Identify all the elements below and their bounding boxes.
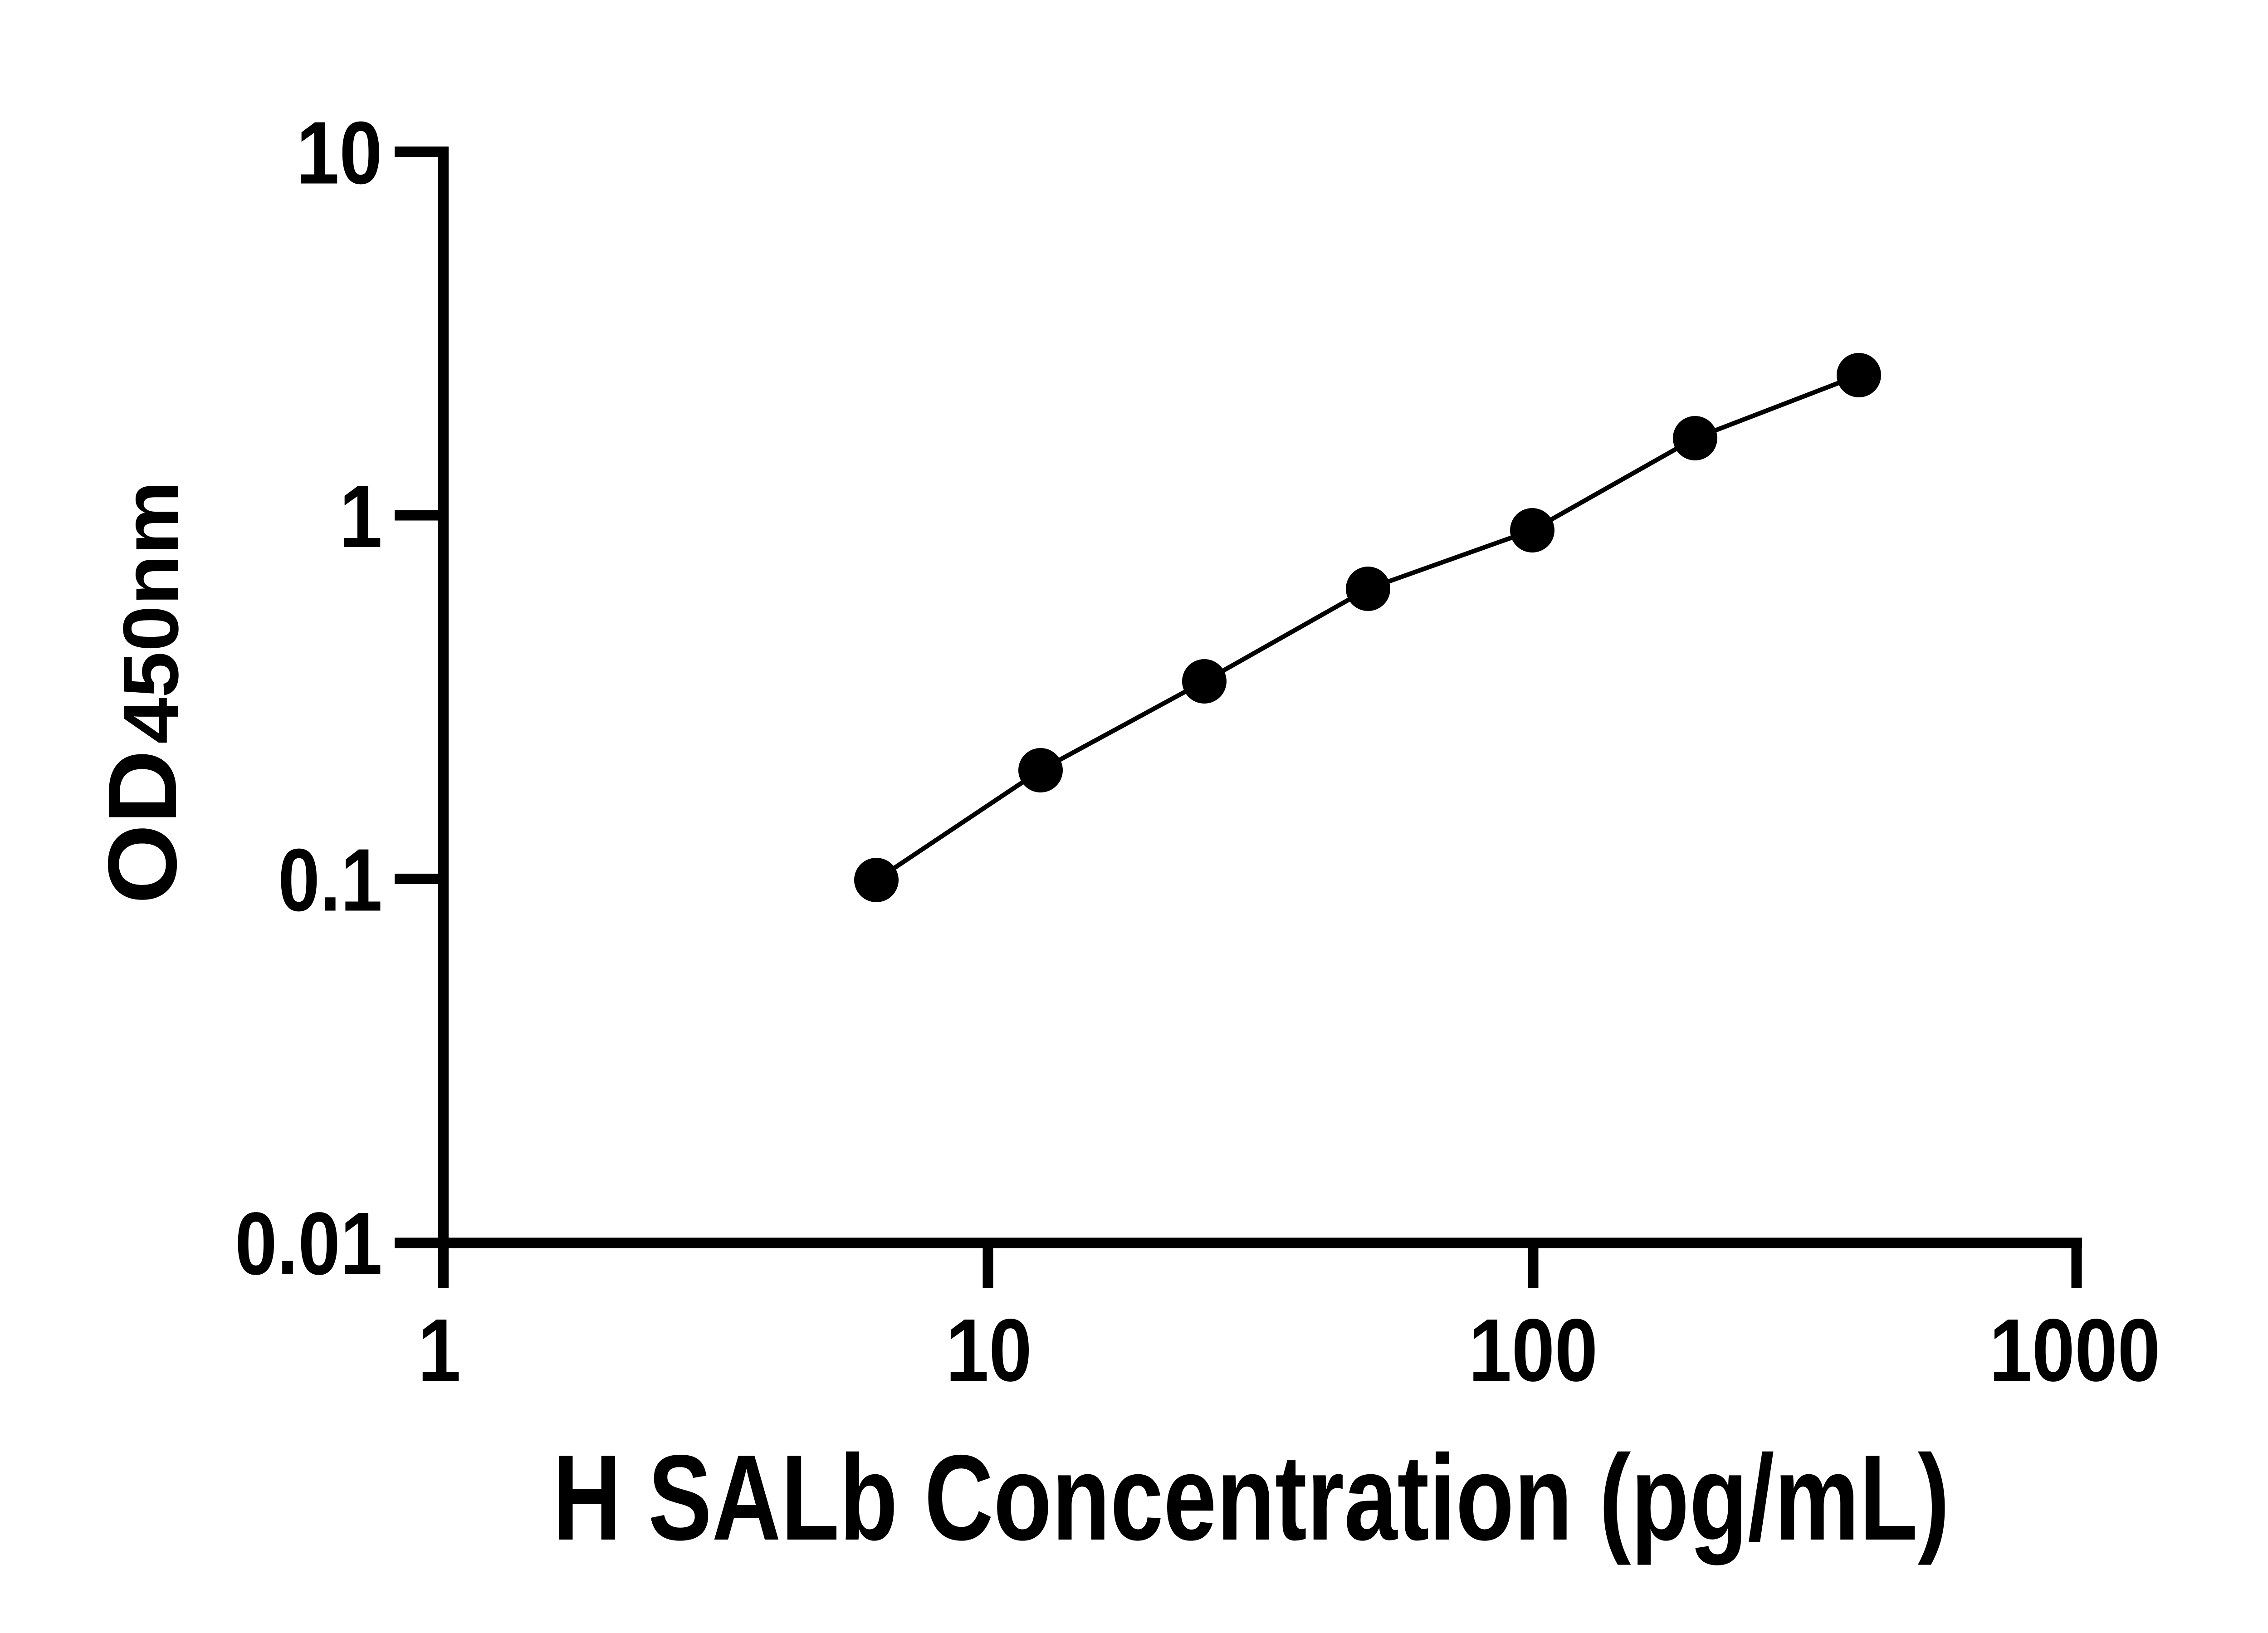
svg-text:OD450nm: OD450nm [88, 481, 197, 904]
svg-text:10: 10 [946, 1301, 1032, 1400]
svg-text:1: 1 [418, 1301, 461, 1400]
svg-text:0.01: 0.01 [235, 1194, 382, 1293]
svg-text:100: 100 [1469, 1301, 1598, 1400]
svg-text:0.1: 0.1 [278, 831, 382, 930]
svg-text:1000: 1000 [1989, 1301, 2160, 1400]
svg-text:10: 10 [296, 103, 382, 203]
svg-text:H SALb Concentration (pg/mL): H SALb Concentration (pg/mL) [552, 1429, 1950, 1566]
svg-text:1: 1 [339, 467, 382, 566]
